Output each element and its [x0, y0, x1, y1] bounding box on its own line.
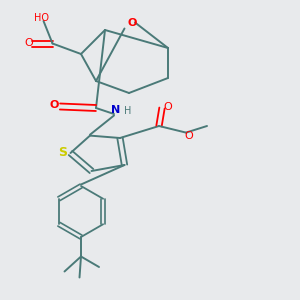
- Text: O: O: [49, 100, 59, 110]
- Text: O: O: [127, 17, 137, 28]
- Text: O: O: [163, 101, 172, 112]
- Text: O: O: [25, 38, 34, 49]
- Text: H: H: [124, 106, 131, 116]
- Text: S: S: [58, 146, 68, 160]
- Text: N: N: [111, 105, 120, 116]
- Text: HO: HO: [34, 13, 49, 23]
- Text: O: O: [184, 131, 194, 141]
